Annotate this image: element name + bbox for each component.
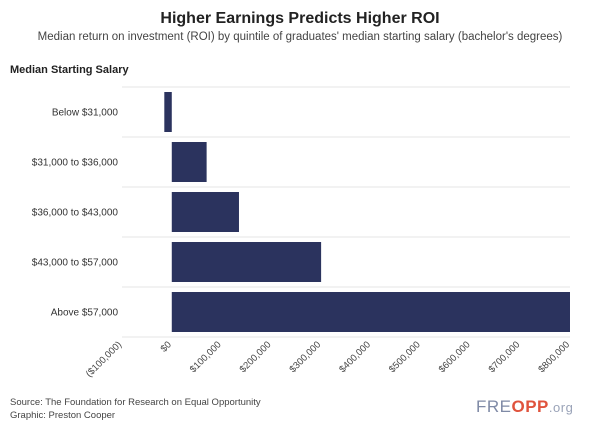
bar-layer (164, 92, 570, 332)
bar (171, 142, 207, 182)
x-tick-label: ($100,000) (84, 339, 124, 379)
bar (171, 292, 570, 332)
category-label: $31,000 to $36,000 (32, 158, 119, 169)
category-label-layer: Below $31,000 $31,000 to $36,000 $36,000 t… (32, 108, 119, 319)
x-tick-label: $300,000 (287, 339, 323, 375)
chart-title: Higher Earnings Predicts Higher ROI (160, 10, 440, 27)
bar (164, 92, 172, 132)
category-label: Below $31,000 (52, 108, 119, 119)
source-note: Source: The Foundation for Research on E… (10, 396, 261, 422)
graphic-credit: Graphic: Preston Cooper (10, 410, 116, 421)
category-label: $43,000 to $57,000 (32, 258, 119, 269)
x-tick-label: $0 (159, 339, 174, 354)
source-line: Source: The Foundation for Research on E… (10, 397, 261, 408)
logo-text-accent: OPP (511, 397, 549, 416)
category-label: $36,000 to $43,000 (32, 208, 119, 219)
y-axis-title: Median Starting Salary (10, 64, 129, 76)
freopp-logo[interactable]: FREOPP.org (476, 397, 573, 417)
x-tick-label: $700,000 (487, 339, 523, 375)
chart-subtitle: Median return on investment (ROI) by qui… (37, 31, 563, 43)
grid-layer (122, 86, 570, 338)
x-tick-label-layer: ($100,000) $0 $100,000 $200,000 $300,000 $400… (84, 339, 572, 379)
logo-text-start: FRE (476, 397, 512, 416)
x-tick-label: $100,000 (188, 339, 224, 375)
x-tick-label: $200,000 (238, 339, 274, 375)
logo-text-end: .org (548, 400, 574, 415)
category-label: Above $57,000 (51, 308, 119, 319)
bar (171, 242, 322, 282)
x-tick-label: $800,000 (536, 339, 572, 375)
x-tick-label: $400,000 (337, 339, 373, 375)
x-tick-label: $600,000 (437, 339, 473, 375)
bar (171, 192, 239, 232)
x-tick-label: $500,000 (387, 339, 423, 375)
